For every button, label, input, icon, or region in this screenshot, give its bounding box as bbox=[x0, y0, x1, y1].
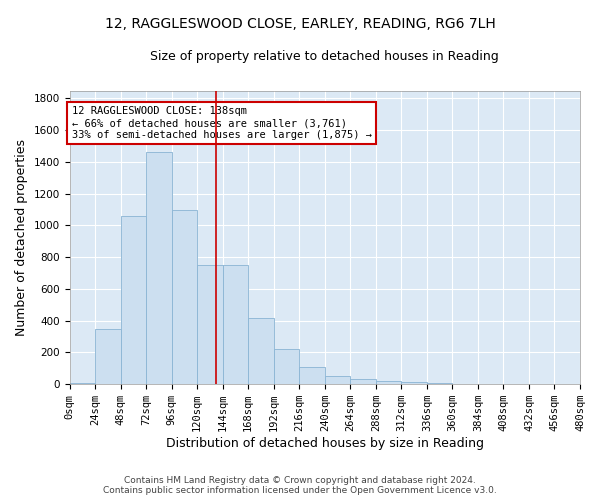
Bar bbox=[95, 328, 121, 384]
Text: 12 RAGGLESWOOD CLOSE: 138sqm
← 66% of detached houses are smaller (3,761)
33% of: 12 RAGGLESWOOD CLOSE: 138sqm ← 66% of de… bbox=[71, 106, 371, 140]
Bar bbox=[197, 265, 223, 384]
Y-axis label: Number of detached properties: Number of detached properties bbox=[15, 139, 28, 336]
Bar bbox=[121, 216, 146, 384]
Bar bbox=[172, 210, 197, 384]
Title: Size of property relative to detached houses in Reading: Size of property relative to detached ho… bbox=[151, 50, 499, 63]
Bar bbox=[350, 378, 376, 384]
Bar bbox=[325, 376, 350, 384]
Bar bbox=[146, 152, 172, 384]
Bar bbox=[223, 265, 248, 384]
Bar bbox=[248, 318, 274, 384]
Bar bbox=[299, 367, 325, 384]
Text: Contains HM Land Registry data © Crown copyright and database right 2024.
Contai: Contains HM Land Registry data © Crown c… bbox=[103, 476, 497, 495]
Text: 12, RAGGLESWOOD CLOSE, EARLEY, READING, RG6 7LH: 12, RAGGLESWOOD CLOSE, EARLEY, READING, … bbox=[104, 18, 496, 32]
Bar bbox=[70, 382, 95, 384]
Bar bbox=[401, 382, 427, 384]
X-axis label: Distribution of detached houses by size in Reading: Distribution of detached houses by size … bbox=[166, 437, 484, 450]
Bar bbox=[376, 381, 401, 384]
Bar bbox=[274, 350, 299, 384]
